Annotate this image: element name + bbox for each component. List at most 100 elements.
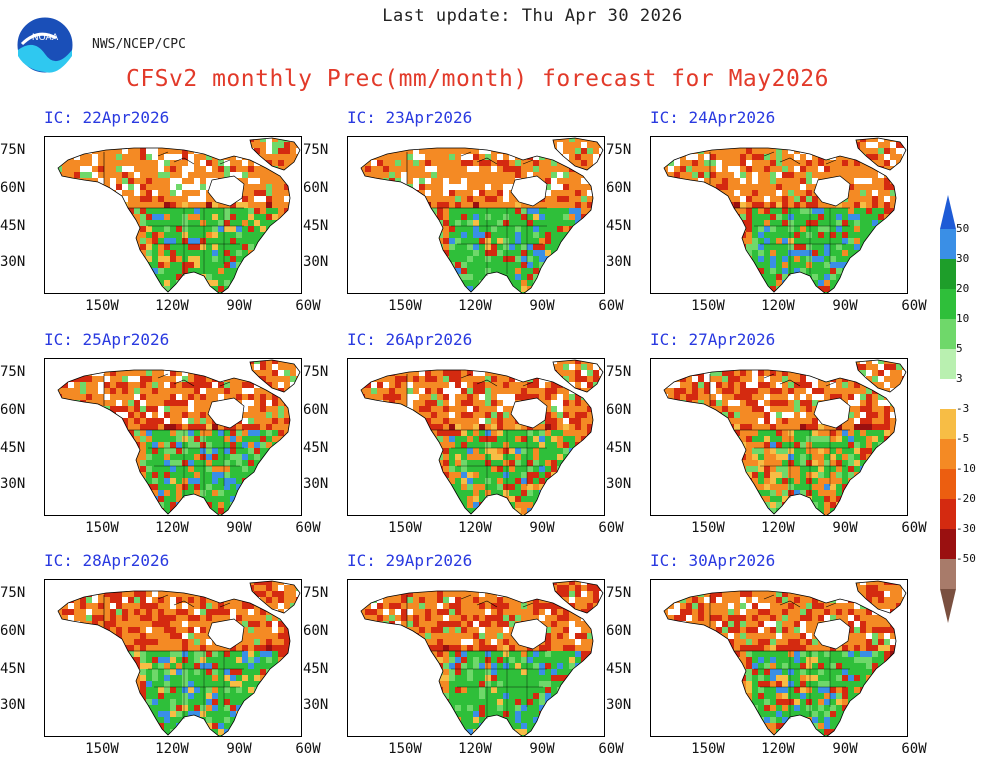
latitude-label: 30N: [606, 476, 632, 492]
latitude-label: 60N: [606, 623, 632, 639]
initial-condition-label: IC: 26Apr2026: [347, 330, 473, 349]
latitude-label: 60N: [0, 402, 26, 418]
longitude-label: 60W: [295, 520, 321, 536]
initial-condition-label: IC: 22Apr2026: [44, 108, 170, 127]
initial-condition-label: IC: 30Apr2026: [650, 551, 776, 570]
latitude-label: 45N: [606, 661, 632, 677]
longitude-label: 120W: [761, 298, 795, 314]
latitude-label: 45N: [303, 218, 329, 234]
longitude-label: 60W: [598, 520, 624, 536]
latitude-label: 45N: [0, 440, 26, 456]
colorbar-label: 10: [956, 312, 970, 325]
longitude-label: 90W: [832, 520, 858, 536]
longitude-label: 90W: [832, 298, 858, 314]
colorbar-segment: [940, 409, 956, 439]
precip-map: [650, 136, 908, 294]
colorbar-label: -10: [956, 462, 976, 475]
longitude-label: 150W: [691, 520, 725, 536]
colorbar-segment: [940, 469, 956, 499]
longitude-label: 60W: [901, 520, 927, 536]
longitude-label: 60W: [295, 298, 321, 314]
precip-colorbar: [940, 195, 956, 623]
colorbar-segment: [940, 439, 956, 469]
precip-map: [347, 136, 605, 294]
latitude-label: 30N: [303, 476, 329, 492]
longitude-label: 120W: [155, 520, 189, 536]
colorbar-label: 50: [956, 222, 970, 235]
latitude-label: 45N: [303, 440, 329, 456]
longitude-label: 90W: [529, 520, 555, 536]
colorbar-segment: [940, 379, 956, 409]
longitude-label: 90W: [226, 741, 252, 757]
longitude-label: 60W: [598, 298, 624, 314]
colorbar-top-arrow: [940, 195, 956, 229]
precip-map: [347, 579, 605, 737]
colorbar-segment: [940, 259, 956, 289]
latitude-label: 75N: [0, 364, 26, 380]
colorbar-segment: [940, 229, 956, 259]
longitude-label: 150W: [388, 741, 422, 757]
longitude-label: 150W: [85, 741, 119, 757]
colorbar-label: -3: [956, 402, 970, 415]
latitude-label: 75N: [303, 142, 329, 158]
longitude-label: 120W: [761, 520, 795, 536]
latitude-label: 45N: [0, 661, 26, 677]
latitude-label: 30N: [0, 254, 26, 270]
page-title: CFSv2 monthly Prec(mm/month) forecast fo…: [125, 66, 829, 92]
latitude-label: 30N: [303, 254, 329, 270]
longitude-label: 150W: [691, 298, 725, 314]
latitude-label: 45N: [303, 661, 329, 677]
colorbar-segment: [940, 499, 956, 529]
latitude-label: 75N: [606, 142, 632, 158]
latitude-label: 60N: [303, 623, 329, 639]
forecast-panel: IC: 22Apr2026 75N 60N 45N 30N 150W 120W 90W 60W: [0, 108, 332, 323]
latitude-label: 60N: [606, 180, 632, 196]
latitude-label: 30N: [606, 254, 632, 270]
latitude-label: 60N: [606, 402, 632, 418]
longitude-label: 120W: [458, 741, 492, 757]
last-update-text: Last update: Thu Apr 30 2026: [382, 6, 683, 26]
longitude-label: 150W: [85, 298, 119, 314]
latitude-label: 30N: [0, 697, 26, 713]
precip-map: [650, 579, 908, 737]
colorbar-bottom-arrow: [940, 589, 956, 623]
longitude-label: 120W: [155, 298, 189, 314]
colorbar-segment: [940, 319, 956, 349]
latitude-label: 75N: [0, 142, 26, 158]
initial-condition-label: IC: 27Apr2026: [650, 330, 776, 349]
precip-map: [650, 358, 908, 516]
colorbar-label: 3: [956, 372, 963, 385]
forecast-panel: IC: 28Apr2026 75N 60N 45N 30N 150W 120W 90W 60W: [0, 551, 332, 766]
colorbar-segment: [940, 289, 956, 319]
longitude-label: 90W: [226, 298, 252, 314]
longitude-label: 150W: [388, 520, 422, 536]
latitude-label: 75N: [0, 585, 26, 601]
longitude-label: 90W: [226, 520, 252, 536]
precip-map: [44, 358, 302, 516]
longitude-label: 90W: [529, 741, 555, 757]
colorbar-label: -50: [956, 552, 976, 565]
longitude-label: 120W: [458, 520, 492, 536]
svg-text:NOAA: NOAA: [32, 33, 59, 43]
initial-condition-label: IC: 25Apr2026: [44, 330, 170, 349]
forecast-panel: IC: 26Apr2026 75N 60N 45N 30N 150W 120W 90W 60W: [303, 330, 635, 545]
longitude-label: 60W: [901, 298, 927, 314]
colorbar-segment: [940, 559, 956, 589]
longitude-label: 60W: [901, 741, 927, 757]
latitude-label: 45N: [0, 218, 26, 234]
agency-label: NWS/NCEP/CPC: [92, 37, 186, 52]
longitude-label: 150W: [85, 520, 119, 536]
initial-condition-label: IC: 24Apr2026: [650, 108, 776, 127]
longitude-label: 150W: [691, 741, 725, 757]
longitude-label: 150W: [388, 298, 422, 314]
latitude-label: 60N: [0, 623, 26, 639]
longitude-label: 90W: [529, 298, 555, 314]
colorbar-label: -5: [956, 432, 970, 445]
noaa-logo: NOAA: [16, 16, 74, 74]
initial-condition-label: IC: 28Apr2026: [44, 551, 170, 570]
initial-condition-label: IC: 29Apr2026: [347, 551, 473, 570]
latitude-label: 60N: [0, 180, 26, 196]
colorbar-label: -30: [956, 522, 976, 535]
latitude-label: 75N: [606, 364, 632, 380]
longitude-label: 120W: [155, 741, 189, 757]
